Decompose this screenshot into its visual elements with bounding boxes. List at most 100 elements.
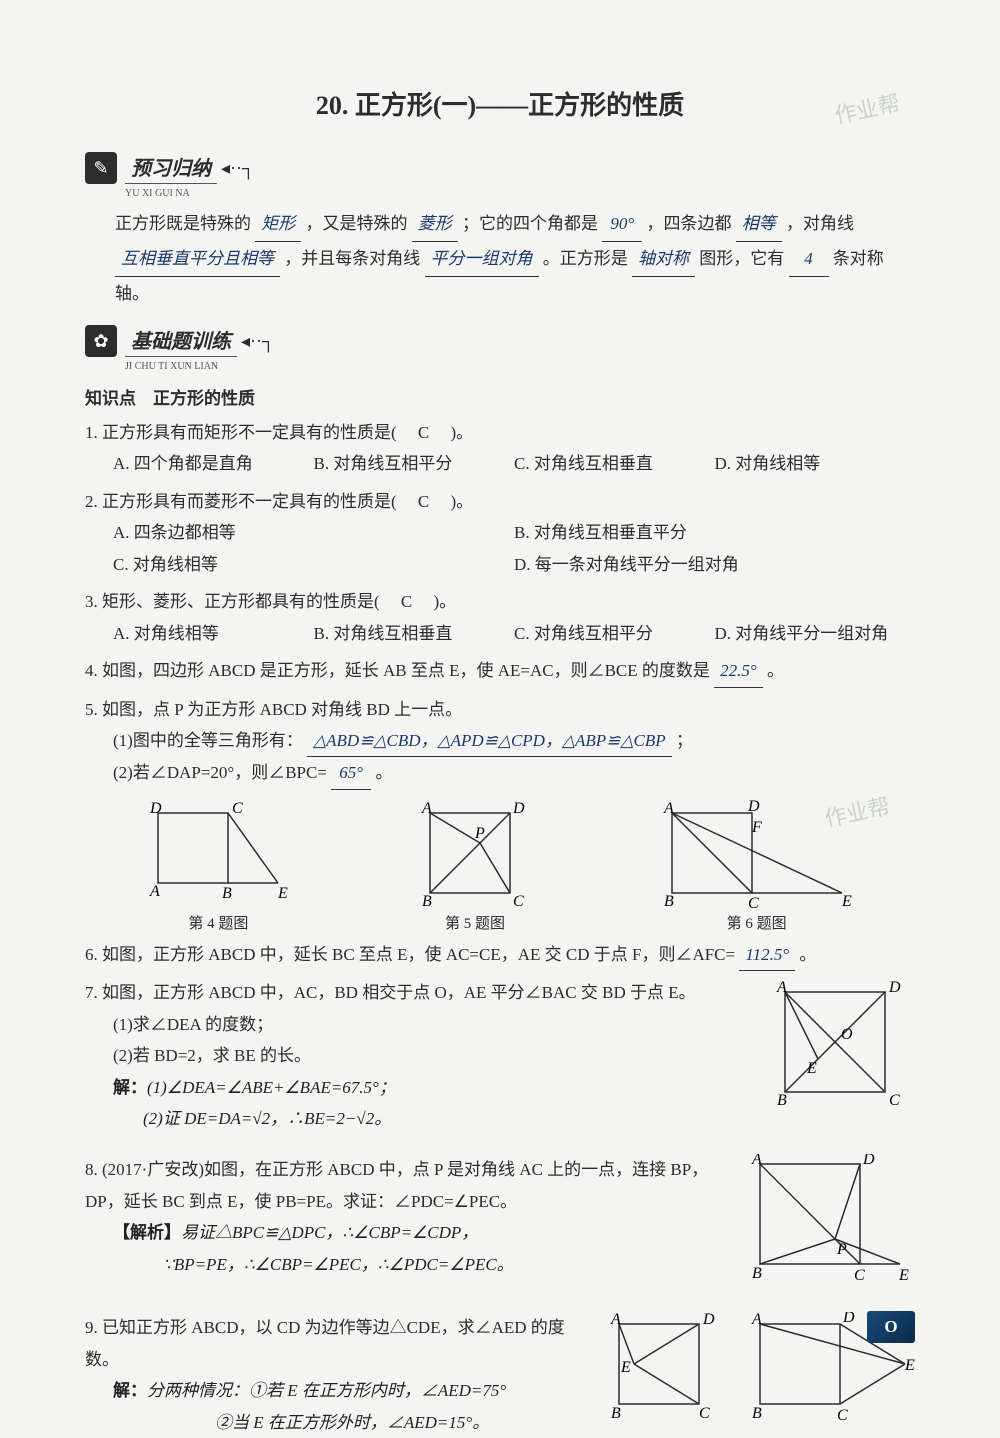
svg-text:O: O [841, 1026, 853, 1043]
option-a: A. 对角线相等 [113, 618, 314, 649]
option-d: D. 每一条对角线平分一组对角 [514, 549, 915, 580]
option-c: C. 对角线互相平分 [514, 618, 715, 649]
svg-text:C: C [837, 1407, 848, 1422]
svg-text:B: B [752, 1405, 762, 1422]
question-7: A D B C O E 7. 如图，正方形 ABCD 中，AC，BD 相交于点 … [85, 977, 915, 1134]
subpart: (1)图中的全等三角形有： [113, 731, 303, 750]
blank-7: 轴对称 [632, 242, 695, 277]
option-a: A. 四个角都是直角 [113, 448, 314, 479]
svg-text:P: P [474, 825, 485, 842]
svg-text:C: C [748, 895, 759, 908]
blank-4: 相等 [736, 207, 782, 242]
text: ； [676, 731, 693, 750]
page-title: 20. 正方形(一)——正方形的性质 [85, 85, 915, 122]
question-1: 1. 正方形具有而矩形不一定具有的性质是( C )。 A. 四个角都是直角 B.… [85, 417, 915, 480]
blank-6: 平分一组对角 [425, 242, 539, 277]
svg-text:D: D [149, 800, 162, 817]
text: )。 [451, 423, 474, 442]
text: ，并且每条对角线 [284, 249, 420, 268]
question-2: 2. 正方形具有而菱形不一定具有的性质是( C )。 A. 四条边都相等 B. … [85, 486, 915, 580]
option-c: C. 对角线互相垂直 [514, 448, 715, 479]
svg-text:B: B [611, 1405, 621, 1422]
figure-caption: 第 5 题图 [405, 912, 545, 933]
option-d: D. 对角线相等 [715, 448, 916, 479]
blank-1: 矩形 [255, 207, 301, 242]
svg-fig7: A D B C O E [765, 977, 915, 1107]
figure-7: A D B C O E [765, 977, 915, 1107]
svg-text:D: D [512, 800, 525, 817]
text: )。 [434, 592, 457, 611]
svg-text:C: C [889, 1092, 900, 1107]
arrow-icon: ◂··┐ [221, 158, 255, 179]
blank-8: 4 [789, 242, 829, 277]
text: 。正方形是 [543, 249, 628, 268]
svg-fig8: A D B C E P [745, 1154, 915, 1294]
svg-text:A: A [663, 800, 674, 817]
text: )。 [451, 492, 474, 511]
text: 正方形既是特殊的 [115, 214, 251, 233]
svg-text:A: A [751, 1312, 762, 1328]
figure-caption: 第 4 题图 [138, 912, 298, 933]
answer: 65° [331, 757, 371, 789]
svg-text:C: C [854, 1267, 865, 1284]
arrow-icon: ◂··┐ [241, 331, 275, 352]
option-a: A. 四条边都相等 [113, 517, 514, 548]
pen-icon: ✿ [85, 325, 117, 357]
option-b: B. 对角线互相垂直 [314, 618, 515, 649]
solution: (2)证 DE=DA=√2，∴BE=2−√2。 [143, 1103, 915, 1134]
svg-text:A: A [751, 1154, 762, 1168]
svg-text:D: D [842, 1312, 855, 1326]
figure-5: A D B C P 第 5 题图 [405, 798, 545, 933]
svg-text:D: D [702, 1312, 715, 1328]
svg-fig4: D C A B E [138, 798, 298, 908]
svg-text:B: B [422, 893, 432, 908]
question-8: A D B C E P 8. (2017·广安改)如图，在正方形 ABCD 中，… [85, 1154, 915, 1294]
svg-text:P: P [836, 1241, 847, 1258]
text: 图形，它有 [699, 249, 784, 268]
blank-2: 菱形 [412, 207, 458, 242]
option-c: C. 对角线相等 [113, 549, 514, 580]
svg-text:C: C [699, 1405, 710, 1422]
figure-4: D C A B E 第 4 题图 [138, 798, 298, 933]
svg-text:D: D [747, 798, 760, 815]
intro-paragraph: 正方形既是特殊的 矩形 ，又是特殊的 菱形 ；它的四个角都是 90° ，四条边都… [115, 207, 915, 311]
figure-caption: 第 6 题图 [652, 912, 862, 933]
option-b: B. 对角线互相平分 [314, 448, 515, 479]
section-sublabel: YU XI GUI NA [125, 188, 915, 199]
answer: C [401, 423, 446, 442]
book-icon: ✎ [85, 152, 117, 184]
answer: 22.5° [714, 655, 763, 687]
svg-fig9a: A D B C E [599, 1312, 729, 1422]
svg-text:E: E [620, 1359, 631, 1376]
svg-text:A: A [776, 979, 787, 996]
svg-text:E: E [841, 893, 852, 908]
question-3: 3. 矩形、菱形、正方形都具有的性质是( C )。 A. 对角线相等 B. 对角… [85, 586, 915, 649]
option-b: B. 对角线互相垂直平分 [514, 517, 915, 548]
svg-text:D: D [888, 979, 901, 996]
answer: C [401, 492, 446, 511]
question-4: 4. 如图，四边形 ABCD 是正方形，延长 AB 至点 E，使 AE=AC，则… [85, 655, 915, 687]
svg-text:A: A [421, 800, 432, 817]
question-9: A D B C E A D B C E 9. 已知正方形 ABCD，以 CD 为… [85, 1312, 915, 1438]
figure-row: D C A B E 第 4 题图 A D B C P 第 5 题图 [85, 798, 915, 933]
stem: 6. 如图，正方形 ABCD 中，延长 BC 至点 E，使 AC=CE，AE 交… [85, 945, 735, 964]
figure-9a: A D B C E [599, 1312, 729, 1422]
svg-text:E: E [806, 1060, 817, 1077]
section-label: 预习归纳 [125, 152, 217, 184]
page-footer-icon: O [867, 1311, 915, 1343]
svg-text:F: F [751, 819, 762, 836]
svg-text:D: D [862, 1154, 875, 1168]
stem: 4. 如图，四边形 ABCD 是正方形，延长 AB 至点 E，使 AE=AC，则… [85, 661, 710, 680]
figure-8: A D B C E P [745, 1154, 915, 1294]
svg-text:B: B [222, 885, 232, 902]
section-sublabel: JI CHU TI XUN LIAN [125, 361, 915, 372]
svg-text:B: B [664, 893, 674, 908]
stem: 1. 正方形具有而矩形不一定具有的性质是( [85, 423, 397, 442]
stem: 5. 如图，点 P 为正方形 ABCD 对角线 BD 上一点。 [85, 700, 462, 719]
text: ；它的四个角都是 [462, 214, 598, 233]
text: ，四条边都 [647, 214, 732, 233]
section-label: 基础题训练 [125, 325, 237, 357]
svg-text:E: E [277, 885, 288, 902]
stem: 8. (2017·广安改)如图，在正方形 ABCD 中，点 P 是对角线 AC … [85, 1160, 708, 1210]
svg-text:C: C [232, 800, 243, 817]
